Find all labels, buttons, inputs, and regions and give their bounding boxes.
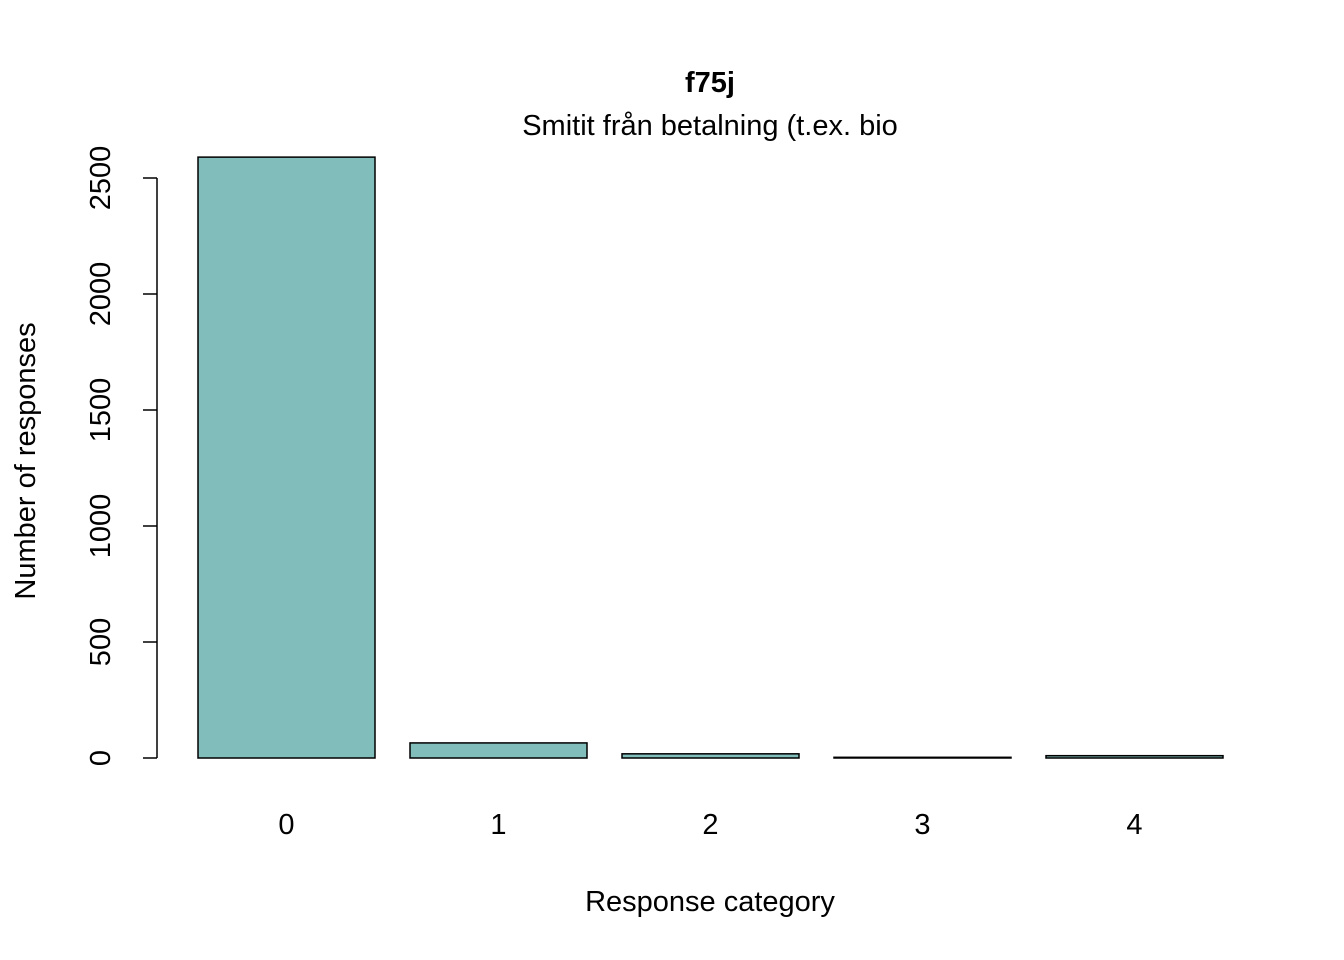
y-tick-label: 1500 (85, 378, 117, 443)
chart-title: f75j (685, 67, 735, 99)
y-tick-label: 1000 (85, 494, 117, 559)
y-tick-label: 2000 (85, 262, 117, 327)
bars-group (197, 156, 1224, 759)
y-axis: 0 500 1000 1500 2000 2500 (85, 146, 158, 766)
x-tick-label: 0 (278, 809, 294, 841)
y-tick-label: 2500 (85, 146, 117, 211)
x-tick-label: 2 (702, 809, 718, 841)
bar-1 (409, 742, 588, 759)
y-axis-label: Number of responses (10, 322, 42, 599)
x-tick-label: 4 (1126, 809, 1142, 841)
x-axis-label: Response category (585, 886, 835, 918)
y-tick-label: 0 (85, 750, 117, 766)
y-tick-label: 500 (85, 618, 117, 666)
chart-subtitle: Smitit från betalning (t.ex. bio (522, 110, 898, 142)
x-tick-label: 1 (490, 809, 506, 841)
bar-4 (1045, 754, 1224, 759)
x-tick-labels: 0 1 2 3 4 (278, 809, 1142, 841)
bar-0 (197, 156, 376, 759)
bar-3 (833, 756, 1012, 759)
x-tick-label: 3 (914, 809, 930, 841)
bar-2 (621, 753, 800, 759)
